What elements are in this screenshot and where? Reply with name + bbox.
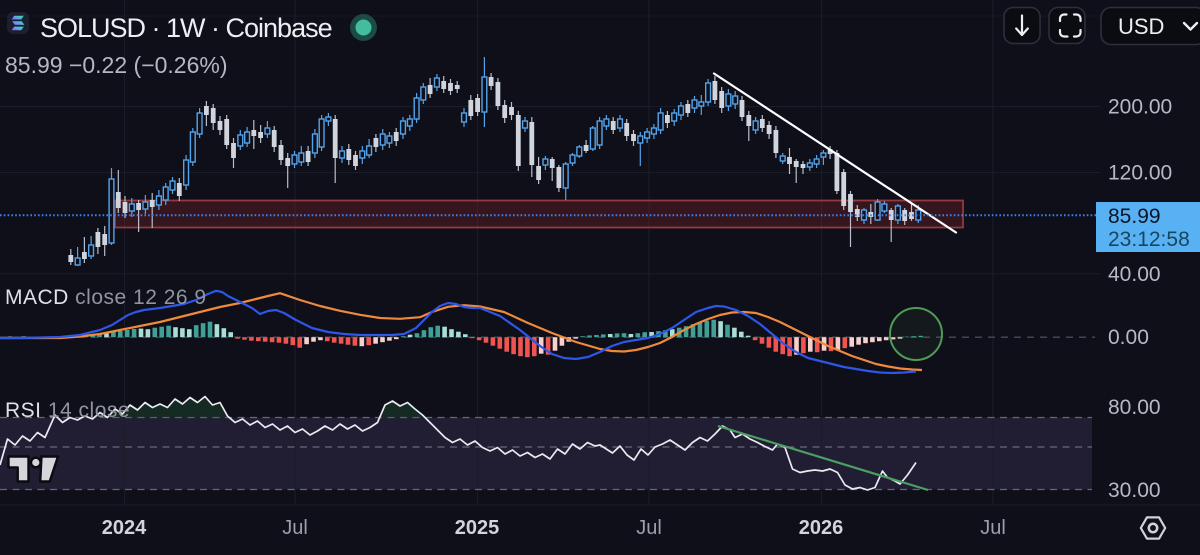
svg-text:120.00: 120.00 xyxy=(1108,162,1172,185)
svg-text:0.00: 0.00 xyxy=(1108,326,1149,349)
svg-text:Jul: Jul xyxy=(980,517,1006,539)
svg-text:MACD close 12 26 9: MACD close 12 26 9 xyxy=(5,286,207,309)
svg-text:23:12:58: 23:12:58 xyxy=(1108,228,1190,251)
svg-text:USD: USD xyxy=(1118,14,1164,39)
svg-text:200.00: 200.00 xyxy=(1108,96,1172,119)
svg-text:2026: 2026 xyxy=(799,517,844,539)
svg-text:RSI 14 close: RSI 14 close xyxy=(5,399,130,422)
svg-text:2024: 2024 xyxy=(102,517,147,539)
svg-text:SOLUSD · 1W · Coinbase: SOLUSD · 1W · Coinbase xyxy=(40,13,332,43)
svg-text:40.00: 40.00 xyxy=(1108,263,1161,286)
svg-text:80.00: 80.00 xyxy=(1108,396,1161,419)
svg-text:30.00: 30.00 xyxy=(1108,479,1161,502)
svg-text:2025: 2025 xyxy=(455,517,500,539)
svg-text:Jul: Jul xyxy=(282,517,308,539)
svg-text:85.99: 85.99 xyxy=(1108,205,1161,228)
svg-text:85.99 −0.22 (−0.26%): 85.99 −0.22 (−0.26%) xyxy=(5,52,228,78)
svg-text:Jul: Jul xyxy=(636,517,662,539)
